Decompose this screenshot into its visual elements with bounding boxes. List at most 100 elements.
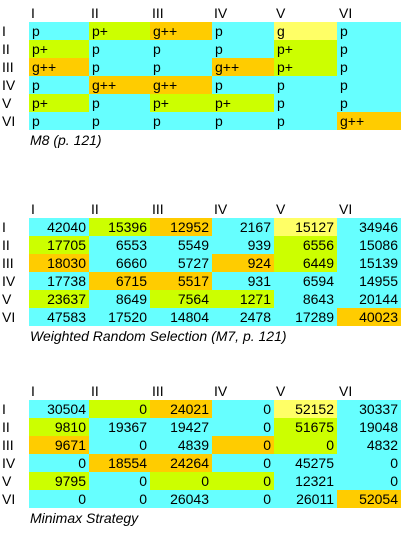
table-cell: 42040 xyxy=(29,218,89,236)
table-cell: 8643 xyxy=(274,290,337,308)
table-cell: p+ xyxy=(150,94,212,112)
table-cell: p+ xyxy=(274,58,337,76)
table-cell: 6449 xyxy=(274,254,337,272)
table-cell: g++ xyxy=(29,58,89,76)
table-cell: 0 xyxy=(89,436,150,454)
table-cell: p xyxy=(150,58,212,76)
table-cell: p xyxy=(337,58,401,76)
row-header: V xyxy=(2,291,12,307)
table-cell: 4839 xyxy=(150,436,212,454)
table-cell: 23637 xyxy=(29,290,89,308)
table-cell: p xyxy=(89,112,150,130)
table-cell: g++ xyxy=(212,58,274,76)
table-cell: p+ xyxy=(212,94,274,112)
table-cell: 45275 xyxy=(274,454,337,472)
table-cell: 34946 xyxy=(337,218,401,236)
table-cell: 0 xyxy=(212,490,274,508)
table-caption: Minimax Strategy xyxy=(30,510,139,526)
table-cell: p xyxy=(150,40,212,58)
column-header: IV xyxy=(214,383,228,399)
table-cell: p xyxy=(212,40,274,58)
column-header: I xyxy=(31,383,35,399)
column-header: II xyxy=(91,5,99,21)
column-header-row: I II III IV V VI xyxy=(0,382,404,400)
table-cell: 47583 xyxy=(29,308,89,326)
table-cell: 24264 xyxy=(150,454,212,472)
table-cell: p xyxy=(212,22,274,40)
table-cell: 8649 xyxy=(89,290,150,308)
table-cell: 6594 xyxy=(274,272,337,290)
table-cell: p+ xyxy=(274,40,337,58)
row-header: V xyxy=(2,473,12,489)
table-cell: p+ xyxy=(89,22,150,40)
table-cell: 30504 xyxy=(29,400,89,418)
column-header: V xyxy=(276,201,286,217)
table-cell: g++ xyxy=(150,76,212,94)
table-cell: p xyxy=(212,112,274,130)
column-header: V xyxy=(276,5,286,21)
table-cell: 2167 xyxy=(212,218,274,236)
table-cell: 4832 xyxy=(337,436,401,454)
table-cell: p xyxy=(29,112,89,130)
table-cell: 0 xyxy=(89,472,150,490)
table-cell: 0 xyxy=(89,490,150,508)
column-header: IV xyxy=(214,201,228,217)
table-cell: 52152 xyxy=(274,400,337,418)
table-cell: 5549 xyxy=(150,236,212,254)
table-cell: 15086 xyxy=(337,236,401,254)
table-cell: p xyxy=(89,40,150,58)
table-cell: 12321 xyxy=(274,472,337,490)
row-header: I xyxy=(2,401,6,417)
table-cell: 19048 xyxy=(337,418,401,436)
table-cell: 0 xyxy=(337,472,401,490)
table-cell: 7564 xyxy=(150,290,212,308)
table-cell: p xyxy=(337,94,401,112)
table-cell: 17289 xyxy=(274,308,337,326)
table-cell: 2478 xyxy=(212,308,274,326)
column-header: II xyxy=(91,383,99,399)
table-cell: g xyxy=(274,22,337,40)
table-cell: p xyxy=(337,76,401,94)
table-cell: p xyxy=(274,112,337,130)
column-header: VI xyxy=(339,5,353,21)
table-cell: 17738 xyxy=(29,272,89,290)
table-cell: 939 xyxy=(212,236,274,254)
table-cell: 18554 xyxy=(89,454,150,472)
table-cell: p xyxy=(29,76,89,94)
table-cell: p xyxy=(150,112,212,130)
table-cell: 0 xyxy=(212,400,274,418)
table-cell: g++ xyxy=(150,22,212,40)
row-header: I xyxy=(2,219,6,235)
table-cell: 0 xyxy=(212,418,274,436)
column-header: IV xyxy=(214,5,228,21)
table-cell: p xyxy=(274,76,337,94)
table-cell: 0 xyxy=(212,436,274,454)
table-cell: p+ xyxy=(29,40,89,58)
row-header: III xyxy=(2,59,14,75)
table-cell: 52054 xyxy=(337,490,401,508)
table-cell: p xyxy=(29,22,89,40)
table-cell: 6660 xyxy=(89,254,150,272)
table-cell: p xyxy=(212,76,274,94)
column-header: VI xyxy=(339,383,353,399)
table-cell: p+ xyxy=(29,94,89,112)
row-header: II xyxy=(2,419,10,435)
table-cell: 12952 xyxy=(150,218,212,236)
table-cell: 6556 xyxy=(274,236,337,254)
row-header: VI xyxy=(2,113,16,129)
table-caption: Weighted Random Selection (M7, p. 121) xyxy=(30,328,287,344)
table-cell: 20144 xyxy=(337,290,401,308)
column-header: VI xyxy=(339,201,353,217)
table-cell: 24021 xyxy=(150,400,212,418)
table-cell: 40023 xyxy=(337,308,401,326)
table-cell: p xyxy=(89,94,150,112)
table-cell: 6715 xyxy=(89,272,150,290)
table-cell: 931 xyxy=(212,272,274,290)
table-cell: 6553 xyxy=(89,236,150,254)
table-cell: g++ xyxy=(89,76,150,94)
row-header: III xyxy=(2,255,14,271)
table-cell: 5517 xyxy=(150,272,212,290)
row-header: II xyxy=(2,237,10,253)
row-header: IV xyxy=(2,273,16,289)
